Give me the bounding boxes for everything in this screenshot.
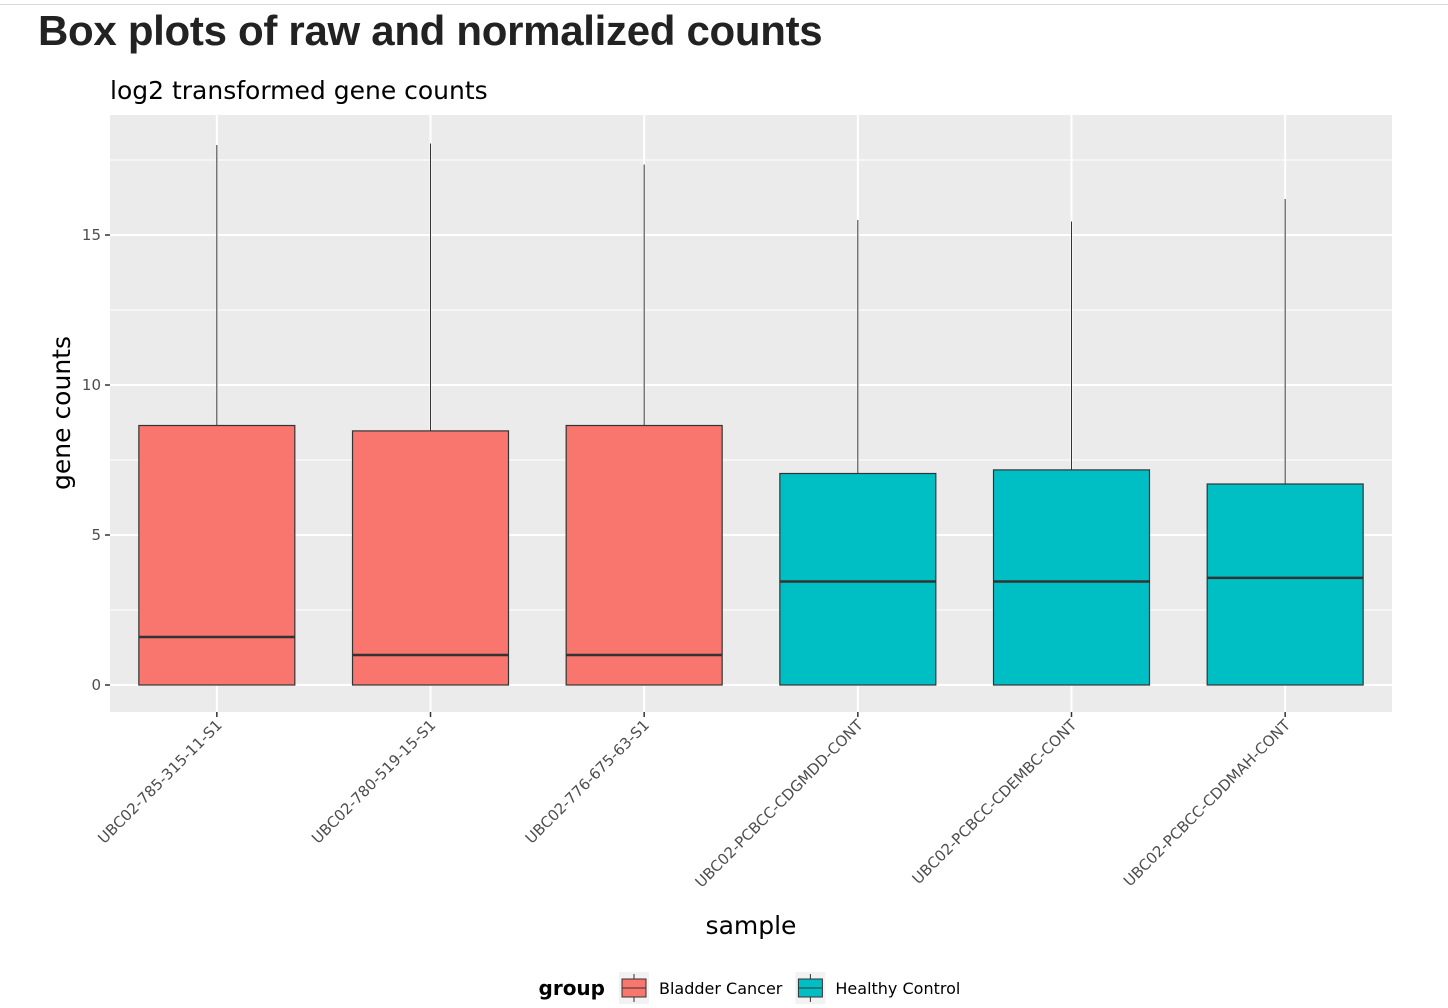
top-border (0, 4, 1448, 5)
y-tick-label: 10 (82, 376, 101, 394)
boxes (138, 143, 1364, 686)
x-axis-label: sample (706, 911, 797, 940)
box-body (992, 469, 1151, 686)
legend: group Bladder Cancer Healthy Control (539, 972, 960, 1004)
box-body (779, 472, 937, 686)
box-3 (565, 164, 723, 686)
x-tick-label: UBC02-PCBCC-CDGMDD-CONT (692, 716, 868, 892)
x-tick-label: UBC02-785-315-11-S1 (94, 716, 225, 847)
y-axis-label: gene counts (47, 336, 76, 490)
y-tick-label: 0 (91, 676, 101, 694)
legend-label: Bladder Cancer (659, 979, 783, 998)
y-tick-label: 5 (91, 526, 101, 544)
y-tick-label: 15 (82, 226, 101, 244)
legend-item-1: Bladder Cancer (619, 972, 783, 1004)
x-tick-label: UBC02-776-675-63-S1 (522, 716, 653, 847)
chart-title: log2 transformed gene counts (110, 76, 488, 105)
plot-panel (110, 115, 1392, 712)
box-body (565, 424, 723, 686)
box-1 (138, 145, 296, 686)
box-body (138, 424, 296, 686)
legend-label: Healthy Control (835, 979, 960, 998)
x-tick-label: UBC02-PCBCC-CDDMAH-CONT (1120, 716, 1295, 891)
legend-title: group (539, 976, 605, 1000)
box-2 (351, 143, 510, 686)
box-body (1206, 483, 1364, 686)
box-4 (779, 220, 937, 686)
box-5 (992, 221, 1151, 686)
box-body (351, 430, 510, 686)
x-tick-label: UBC02-780-519-15-S1 (308, 716, 439, 847)
x-tick-label: UBC02-PCBCC-CDEMBC-CONT (909, 716, 1081, 888)
box-6 (1206, 199, 1364, 686)
page-title: Box plots of raw and normalized counts (38, 7, 823, 54)
legend-item-2: Healthy Control (795, 972, 960, 1004)
